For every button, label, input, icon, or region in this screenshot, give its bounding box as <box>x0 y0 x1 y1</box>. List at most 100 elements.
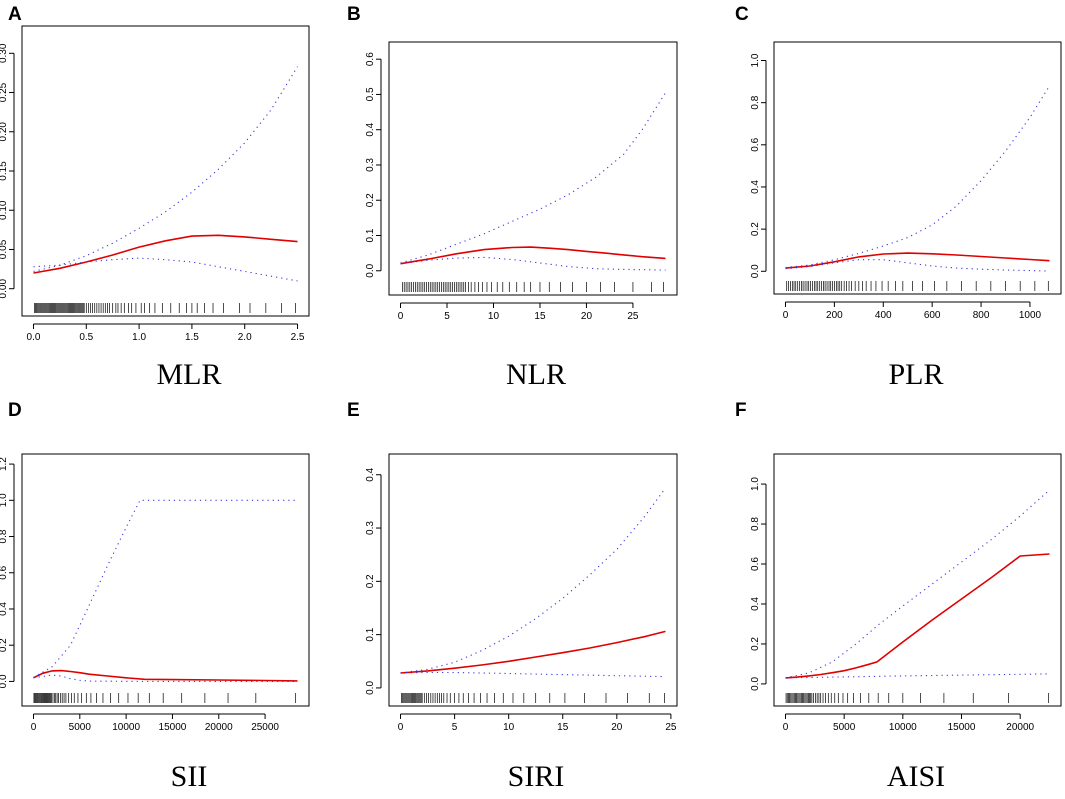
y-tick-label: 0.15 <box>0 161 9 181</box>
x-tick-label: 20000 <box>1006 722 1034 733</box>
rug-plot <box>785 693 1049 703</box>
y-tick-label: 0.2 <box>750 222 761 236</box>
y-tick-label: 0.0 <box>0 674 9 688</box>
y-tick-label: 0.2 <box>750 637 761 651</box>
y-tick-label: 0.1 <box>365 228 376 242</box>
fitted-curve <box>33 669 298 682</box>
panel-letter: C <box>735 4 749 25</box>
y-tick-label: 0.20 <box>0 122 9 142</box>
lower-ci-curve <box>33 674 298 682</box>
y-tick-label: 1.0 <box>0 493 9 507</box>
y-tick-label: 0.3 <box>365 158 376 172</box>
y-tick-label: 0.4 <box>0 602 9 616</box>
x-tick-label: 1.5 <box>185 332 199 343</box>
panel-b: 0 5 10 15 20 25 0.0 0.1 0.2 0.3 0.4 0.5 0.6 B NLR <box>347 4 678 391</box>
x-tick-label: 800 <box>973 310 990 321</box>
x-tick-label: 20000 <box>205 722 233 733</box>
y-tick-label: 0.1 <box>365 627 376 641</box>
y-tick-label: 0.05 <box>0 239 9 259</box>
plot-frame <box>21 25 310 317</box>
y-tick-label: 0.4 <box>750 180 761 194</box>
x-tick-label: 600 <box>924 310 941 321</box>
x-tick-label: 15 <box>534 311 546 322</box>
lower-ci-curve <box>785 259 1050 272</box>
y-tick-label: 0.2 <box>365 193 376 207</box>
x-tick-label: 0.0 <box>27 332 41 343</box>
x-tick-label: 2.5 <box>291 332 305 343</box>
y-tick-label: 0.4 <box>750 597 761 611</box>
x-tick-label: 15 <box>557 722 569 733</box>
x-tick-label: 10000 <box>112 722 140 733</box>
y-tick-label: 0.25 <box>0 82 9 102</box>
lower-ci-curve <box>400 671 666 678</box>
y-tick-label: 0.0 <box>365 263 376 277</box>
x-tick-label: 25 <box>627 311 639 322</box>
plot-frame <box>773 41 1062 295</box>
panel-f: 0 5000 10000 15000 20000 0.0 0.2 0.4 0.6 0.8 1.0 F A… <box>735 400 1062 793</box>
panel-a: 0.0 0.5 1.0 1.5 2.0 2.5 0.00 0.05 0.10 0.15 0.20 0.… <box>0 4 310 391</box>
fitted-curve <box>785 252 1050 269</box>
x-tick-label: 0 <box>783 310 789 321</box>
panel-caption: SIRI <box>508 760 565 793</box>
panel-caption: SII <box>171 760 208 793</box>
upper-ci-curve <box>785 85 1050 269</box>
fitted-curve <box>785 553 1050 679</box>
x-tick-label: 0 <box>398 722 404 733</box>
x-tick-label: 0 <box>31 722 37 733</box>
x-tick-label: 0 <box>783 722 789 733</box>
upper-ci-curve <box>400 487 666 674</box>
rug-plot <box>401 693 665 703</box>
upper-ci-curve <box>400 92 666 264</box>
x-tick-label: 0.5 <box>79 332 93 343</box>
y-tick-label: 0.6 <box>0 565 9 579</box>
x-tick-label: 1000 <box>1019 310 1042 321</box>
x-tick-label: 25 <box>665 722 677 733</box>
x-tick-label: 400 <box>875 310 892 321</box>
panel-caption: AISI <box>887 760 945 793</box>
panel-caption: NLR <box>506 358 566 391</box>
y-tick-label: 0.6 <box>365 52 376 66</box>
rug-plot <box>33 693 297 703</box>
fitted-curve <box>400 246 666 265</box>
x-tick-label: 20 <box>611 722 623 733</box>
plot-frame <box>388 453 678 707</box>
x-tick-label: 0 <box>398 311 404 322</box>
x-tick-label: 15000 <box>159 722 187 733</box>
lower-ci-curve <box>33 257 298 282</box>
x-tick-label: 5 <box>444 311 450 322</box>
x-tick-label: 15000 <box>948 722 976 733</box>
y-tick-label: 0.8 <box>750 517 761 531</box>
panel-c: 0 200 400 600 800 1000 0.0 0.2 0.4 0.6 0.8 1.0 C PLR <box>735 4 1062 391</box>
rug-plot <box>34 303 296 313</box>
y-tick-label: 0.0 <box>750 677 761 691</box>
y-tick-label: 0.4 <box>365 467 376 481</box>
plot-frame <box>773 453 1062 707</box>
y-tick-label: 1.0 <box>750 53 761 67</box>
upper-ci-curve <box>33 499 298 678</box>
rug-plot <box>786 281 1049 291</box>
x-tick-label: 5 <box>452 722 458 733</box>
fitted-curve <box>33 234 298 274</box>
panel-letter: E <box>347 400 360 421</box>
x-tick-label: 5000 <box>833 722 856 733</box>
y-tick-label: 0.4 <box>365 122 376 136</box>
y-tick-label: 1.0 <box>750 477 761 491</box>
x-tick-label: 25000 <box>251 722 279 733</box>
panel-letter: F <box>735 400 747 421</box>
y-tick-label: 0.00 <box>0 279 9 299</box>
panel-e: 0 5 10 15 20 25 0.0 0.1 0.2 0.3 0.4 E SIRI <box>347 400 678 793</box>
rug-plot <box>402 282 664 292</box>
panel-letter: D <box>8 400 22 421</box>
x-tick-label: 1.0 <box>132 332 146 343</box>
x-tick-label: 200 <box>826 310 843 321</box>
upper-ci-curve <box>33 66 298 272</box>
y-tick-label: 0.8 <box>0 529 9 543</box>
panel-d: 0 5000 10000 15000 20000 25000 0.0 0.2 0.4 0.6 0.8… <box>0 400 310 793</box>
y-tick-label: 0.8 <box>750 95 761 109</box>
y-tick-label: 0.0 <box>750 264 761 278</box>
x-tick-label: 10000 <box>889 722 917 733</box>
y-tick-label: 0.6 <box>750 137 761 151</box>
y-tick-label: 0.10 <box>0 200 9 220</box>
x-tick-label: 2.0 <box>238 332 252 343</box>
